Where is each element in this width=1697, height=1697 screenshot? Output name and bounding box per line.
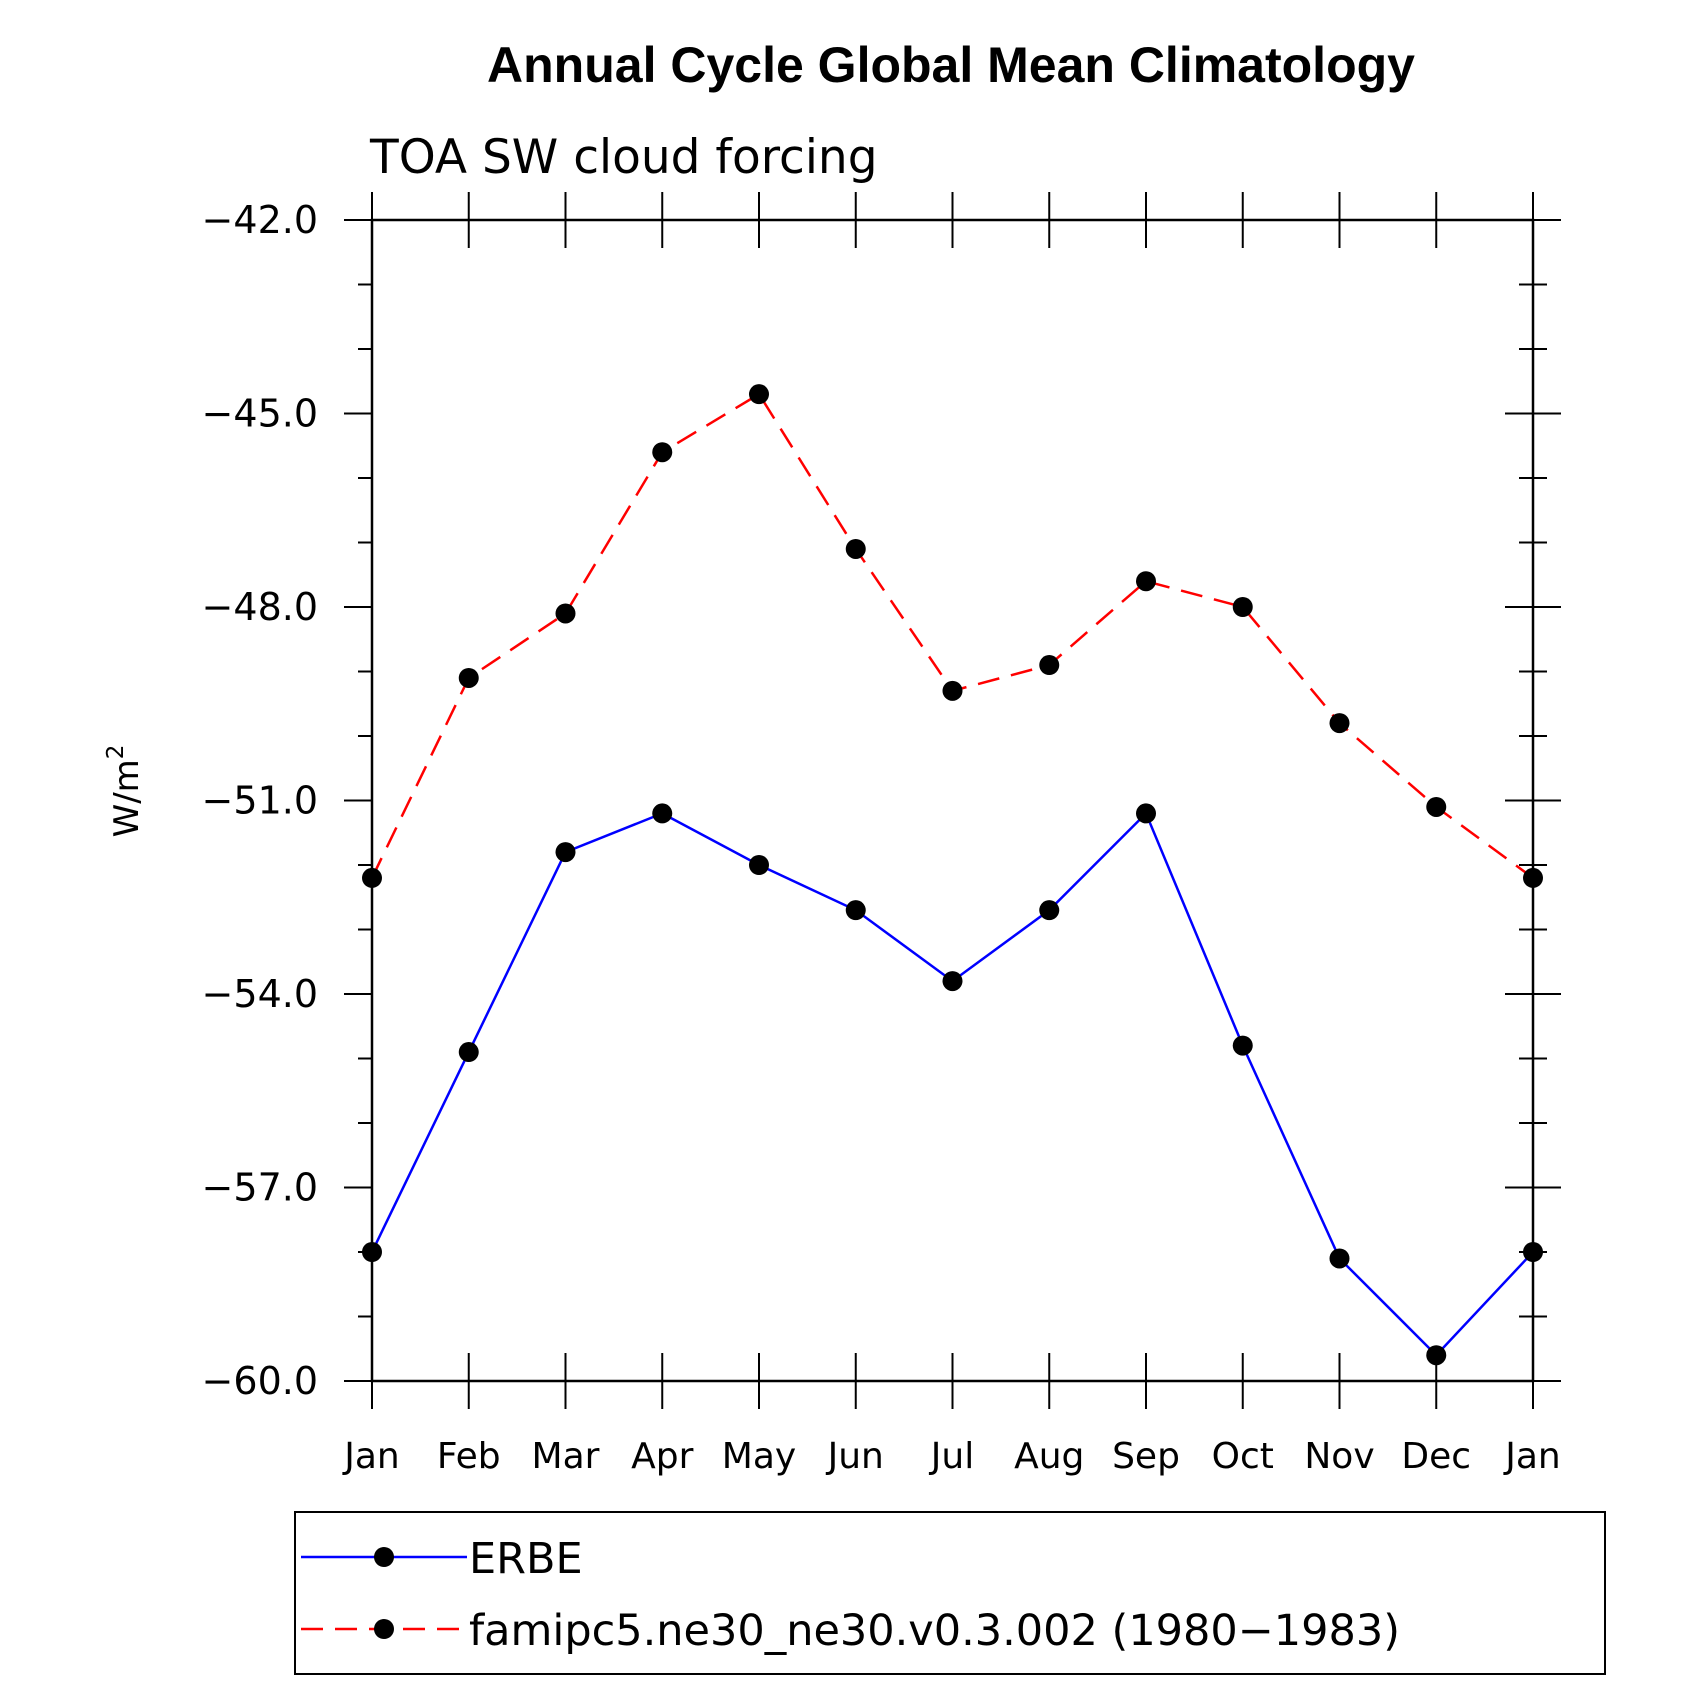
y-axis-label-superscript: 2 — [103, 745, 129, 760]
y-tick-label: −45.0 — [202, 392, 318, 436]
data-point-series-0 — [749, 855, 769, 875]
x-tick-label: Oct — [1212, 1436, 1274, 1477]
x-tick-label: Jul — [929, 1436, 974, 1477]
series-line-0 — [370, 811, 1534, 1357]
data-point-series-0 — [652, 803, 673, 824]
data-point-series-1 — [749, 384, 769, 405]
x-tick-label: Jan — [1503, 1436, 1561, 1477]
data-point-series-0 — [1426, 1345, 1447, 1366]
plot-frame — [370, 218, 1535, 1383]
x-tick-label: Dec — [1401, 1436, 1471, 1477]
data-point-series-0 — [555, 842, 576, 863]
data-point-series-0 — [1329, 1248, 1350, 1269]
legend-label-model: famipc5.ne30_ne30.v0.3.002 (1980−1983) — [469, 1606, 1400, 1656]
x-tick-label: May — [722, 1436, 796, 1477]
chart-subtitle: TOA SW cloud forcing — [369, 130, 878, 185]
x-tick-label: Aug — [1014, 1436, 1084, 1477]
data-point-series-1 — [845, 538, 866, 559]
x-tick-label: Nov — [1304, 1436, 1374, 1477]
y-tick-label: −42.0 — [202, 198, 318, 242]
data-point-series-0 — [1523, 1242, 1543, 1262]
y-axis-label-unit: W/m — [107, 759, 147, 837]
chart-title: Annual Cycle Global Mean Climatology — [487, 37, 1415, 93]
x-tick-label: Mar — [532, 1436, 600, 1477]
data-point-series-0 — [1232, 1035, 1253, 1056]
legend: ERBE famipc5.ne30_ne30.v0.3.002 (1980−19… — [294, 1511, 1606, 1675]
data-point-series-0 — [1136, 803, 1156, 824]
x-tick-label: Jan — [342, 1436, 400, 1477]
data-point-series-1 — [362, 867, 382, 888]
y-tick-label: −48.0 — [202, 585, 318, 629]
x-tick-label: Apr — [631, 1436, 693, 1477]
y-tick-label: −51.0 — [202, 779, 318, 823]
data-point-series-1 — [1523, 867, 1543, 888]
y-tick-label: −54.0 — [202, 972, 318, 1016]
data-point-series-1 — [942, 680, 963, 701]
data-point-series-1 — [458, 667, 479, 688]
data-point-series-0 — [942, 971, 963, 992]
data-point-series-0 — [1039, 900, 1060, 921]
x-tick-label: Jun — [826, 1436, 884, 1477]
data-point-series-1 — [1136, 571, 1156, 592]
legend-marker-erbe — [374, 1547, 394, 1567]
data-point-series-0 — [362, 1242, 382, 1262]
data-point-series-1 — [555, 603, 576, 624]
legend-box — [294, 1511, 1606, 1675]
data-point-series-1 — [1039, 655, 1060, 676]
data-point-series-0 — [458, 1042, 479, 1063]
x-tick-label: Feb — [437, 1436, 501, 1477]
data-point-series-1 — [1329, 713, 1350, 734]
y-tick-label: −57.0 — [202, 1166, 318, 1210]
x-tick-label: Sep — [1112, 1436, 1180, 1477]
series-line-1 — [370, 392, 1534, 879]
legend-marker-model — [374, 1619, 394, 1639]
y-tick-label: −60.0 — [202, 1359, 318, 1403]
plot-area: −42.0 −45.0 −48.0 −51.0 −54.0 −57.0 −60.0 Jan Fe… — [202, 192, 1561, 1477]
data-point-series-1 — [1232, 597, 1253, 617]
data-point-series-0 — [845, 900, 866, 921]
data-point-series-1 — [652, 442, 673, 463]
legend-label-erbe: ERBE — [469, 1534, 583, 1584]
data-point-series-1 — [1426, 796, 1447, 817]
y-axis-label: W/m2 — [103, 745, 147, 838]
